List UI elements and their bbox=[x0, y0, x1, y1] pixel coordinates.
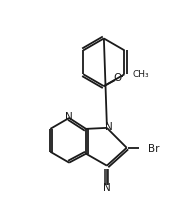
Text: N: N bbox=[103, 184, 111, 194]
Text: N: N bbox=[65, 112, 73, 122]
Text: Br: Br bbox=[147, 144, 159, 154]
Text: O: O bbox=[114, 73, 122, 83]
Text: N: N bbox=[105, 122, 113, 132]
Text: CH₃: CH₃ bbox=[133, 70, 149, 79]
